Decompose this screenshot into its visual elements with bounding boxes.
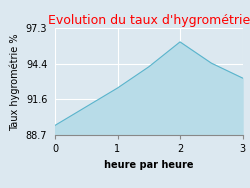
X-axis label: heure par heure: heure par heure xyxy=(104,160,194,170)
Y-axis label: Taux hygrométrie %: Taux hygrométrie % xyxy=(10,33,20,130)
Title: Evolution du taux d'hygrométrie: Evolution du taux d'hygrométrie xyxy=(48,14,250,27)
